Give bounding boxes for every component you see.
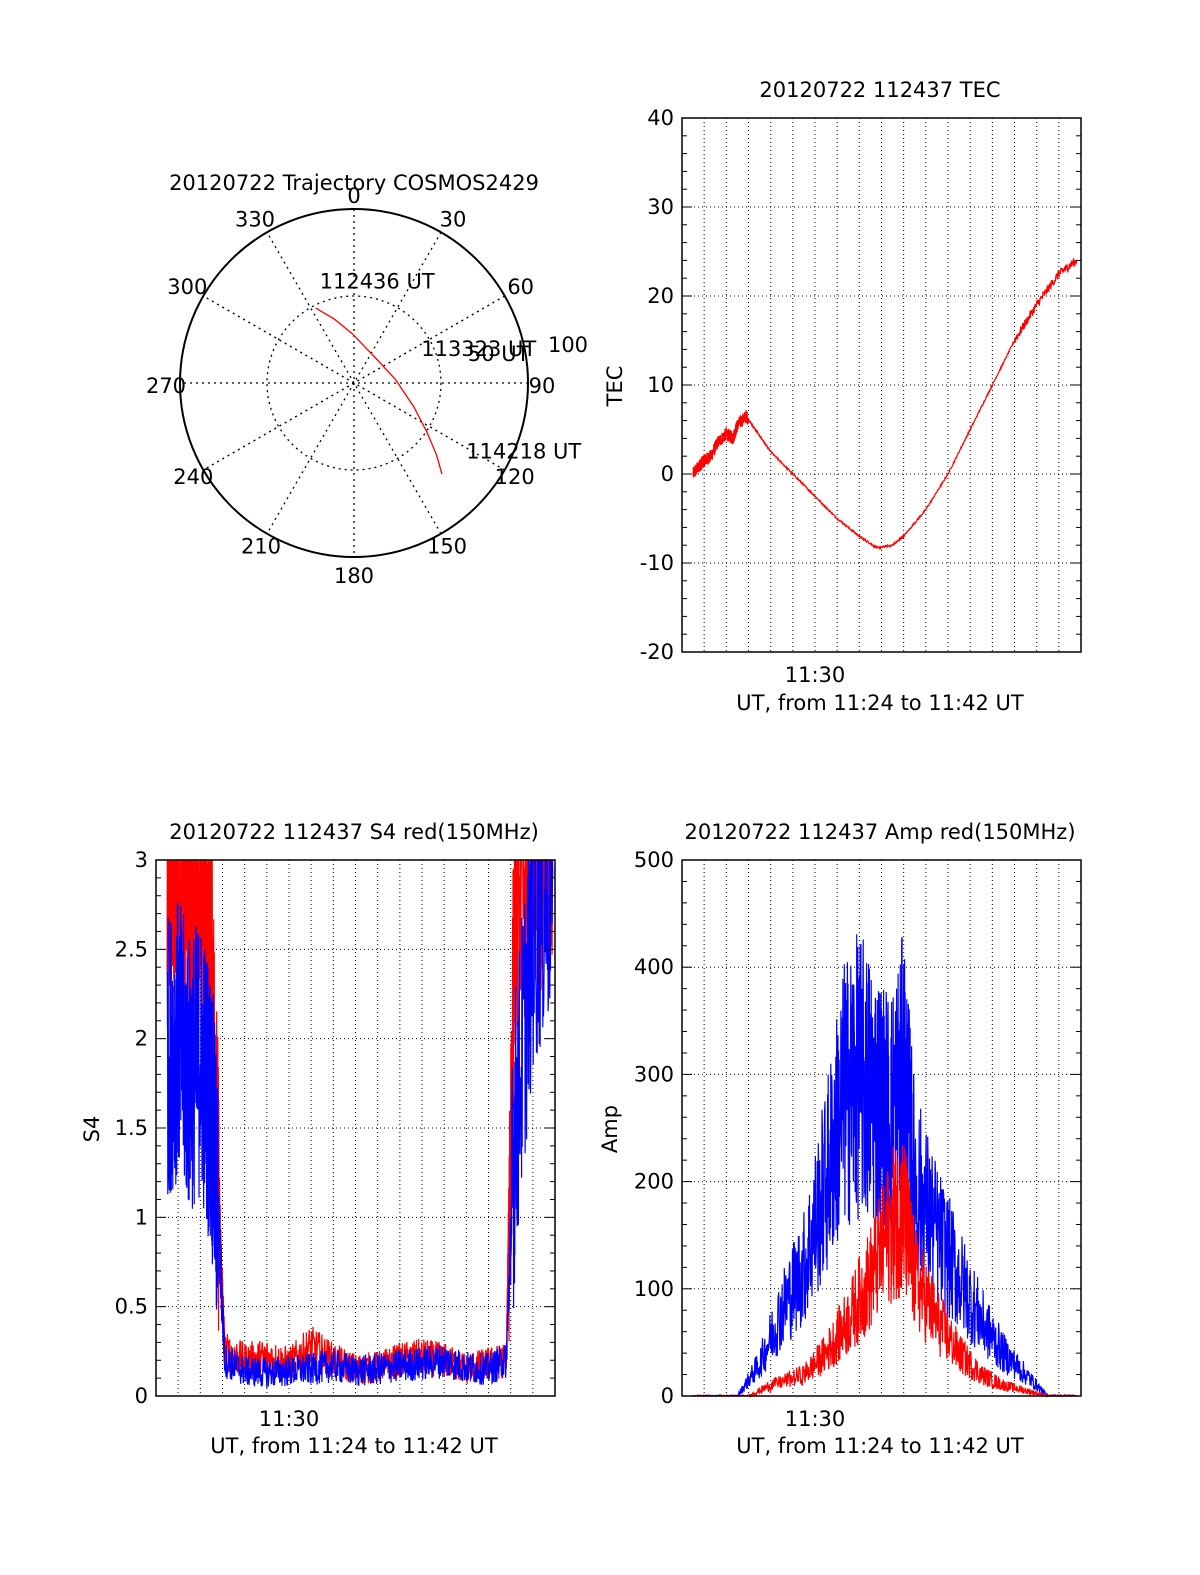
polar-angle-label: 120 (495, 465, 535, 489)
x-tick-label: 11:30 (785, 1407, 846, 1431)
polar-angle-label: 210 (241, 535, 281, 559)
trajectory-annotation: 114218 UT (466, 440, 581, 464)
y-tick-label: 20 (647, 284, 674, 308)
trajectory-polar-plot: 20120722 Trajectory COSMOS2429 0 30 60 90 12… (146, 171, 588, 588)
tec-ylabel: TEC (603, 366, 627, 408)
trajectory-line (315, 307, 443, 475)
trajectory-title: 20120722 Trajectory COSMOS2429 (169, 171, 539, 195)
polar-angle-label: 270 (146, 374, 186, 398)
y-tick-label: 400 (634, 955, 674, 979)
y-tick-label: 2.5 (115, 937, 148, 961)
amp-plot: 20120722 112437 Amp red(150MHz) UT, from… (598, 820, 1082, 1458)
amp-title: 20120722 112437 Amp red(150MHz) (684, 820, 1075, 844)
trajectory-track (315, 307, 443, 475)
polar-angle-label: 150 (427, 535, 467, 559)
polar-ring-label: 100 (548, 333, 588, 357)
y-tick-label: -20 (640, 640, 674, 664)
tec-xlabel: UT, from 11:24 to 11:42 UT (736, 691, 1024, 715)
y-tick-label: 200 (634, 1170, 674, 1194)
y-tick-label: 2 (135, 1027, 148, 1051)
y-tick-label: 500 (634, 848, 674, 872)
y-tick-label: 100 (634, 1277, 674, 1301)
y-tick-label: 1 (135, 1205, 148, 1229)
series-line-0 (692, 934, 1077, 1398)
polar-angle-label: 30 (440, 207, 467, 231)
y-tick-label: -10 (640, 551, 674, 575)
polar-angle-label: 90 (529, 374, 556, 398)
y-tick-label: 0 (661, 462, 674, 486)
x-tick-label: 11:30 (259, 1407, 320, 1431)
polar-grid (179, 208, 529, 558)
amp-xlabel: UT, from 11:24 to 11:42 UT (736, 1434, 1024, 1458)
series-line-0 (166, 859, 554, 1385)
amp-ylabel: Amp (598, 1105, 622, 1153)
x-tick-label: 11:30 (785, 663, 846, 687)
polar-angle-label: 0 (347, 184, 360, 208)
y-tick-label: 30 (647, 195, 674, 219)
series-line-1 (166, 859, 554, 1389)
y-tick-label: 0.5 (115, 1295, 148, 1319)
trajectory-annotation: 112436 UT (320, 270, 435, 294)
plot-frame (681, 859, 1082, 1397)
polar-angle-label: 330 (235, 207, 275, 231)
s4-plot: 20120722 112437 S4 red(150MHz) UT, from … (80, 820, 556, 1458)
polar-angle-labels: 0 30 60 90 120 150 180 210 240 270 300 330 100 (146, 184, 588, 588)
polar-inner-ring (266, 295, 442, 471)
s4-xlabel: UT, from 11:24 to 11:42 UT (210, 1434, 498, 1458)
y-tick-label: 40 (647, 106, 674, 130)
trajectory-annotation: 50 UT (468, 342, 530, 366)
y-tick-label: 0 (661, 1384, 674, 1408)
trajectory-annotation: 113323 UT (421, 337, 536, 361)
y-tick-label: 10 (647, 373, 674, 397)
polar-angle-label: 300 (167, 275, 207, 299)
y-tick-label: 3 (135, 848, 148, 872)
series-line-1 (693, 1145, 1078, 1399)
y-tick-label: 0 (135, 1384, 148, 1408)
polar-angle-label: 180 (334, 564, 374, 588)
s4-title: 20120722 112437 S4 red(150MHz) (169, 820, 539, 844)
tec-title: 20120722 112437 TEC (759, 78, 1000, 102)
polar-angle-label: 60 (507, 275, 534, 299)
series-line-0 (692, 258, 1078, 551)
s4-ylabel: S4 (80, 1116, 104, 1143)
y-tick-label: 1.5 (115, 1116, 148, 1140)
polar-angle-label: 240 (173, 465, 213, 489)
polar-spoke (266, 231, 442, 535)
tec-plot: 20120722 112437 TEC UT, from 11:24 to 11… (603, 78, 1082, 715)
y-tick-label: 300 (634, 1062, 674, 1086)
